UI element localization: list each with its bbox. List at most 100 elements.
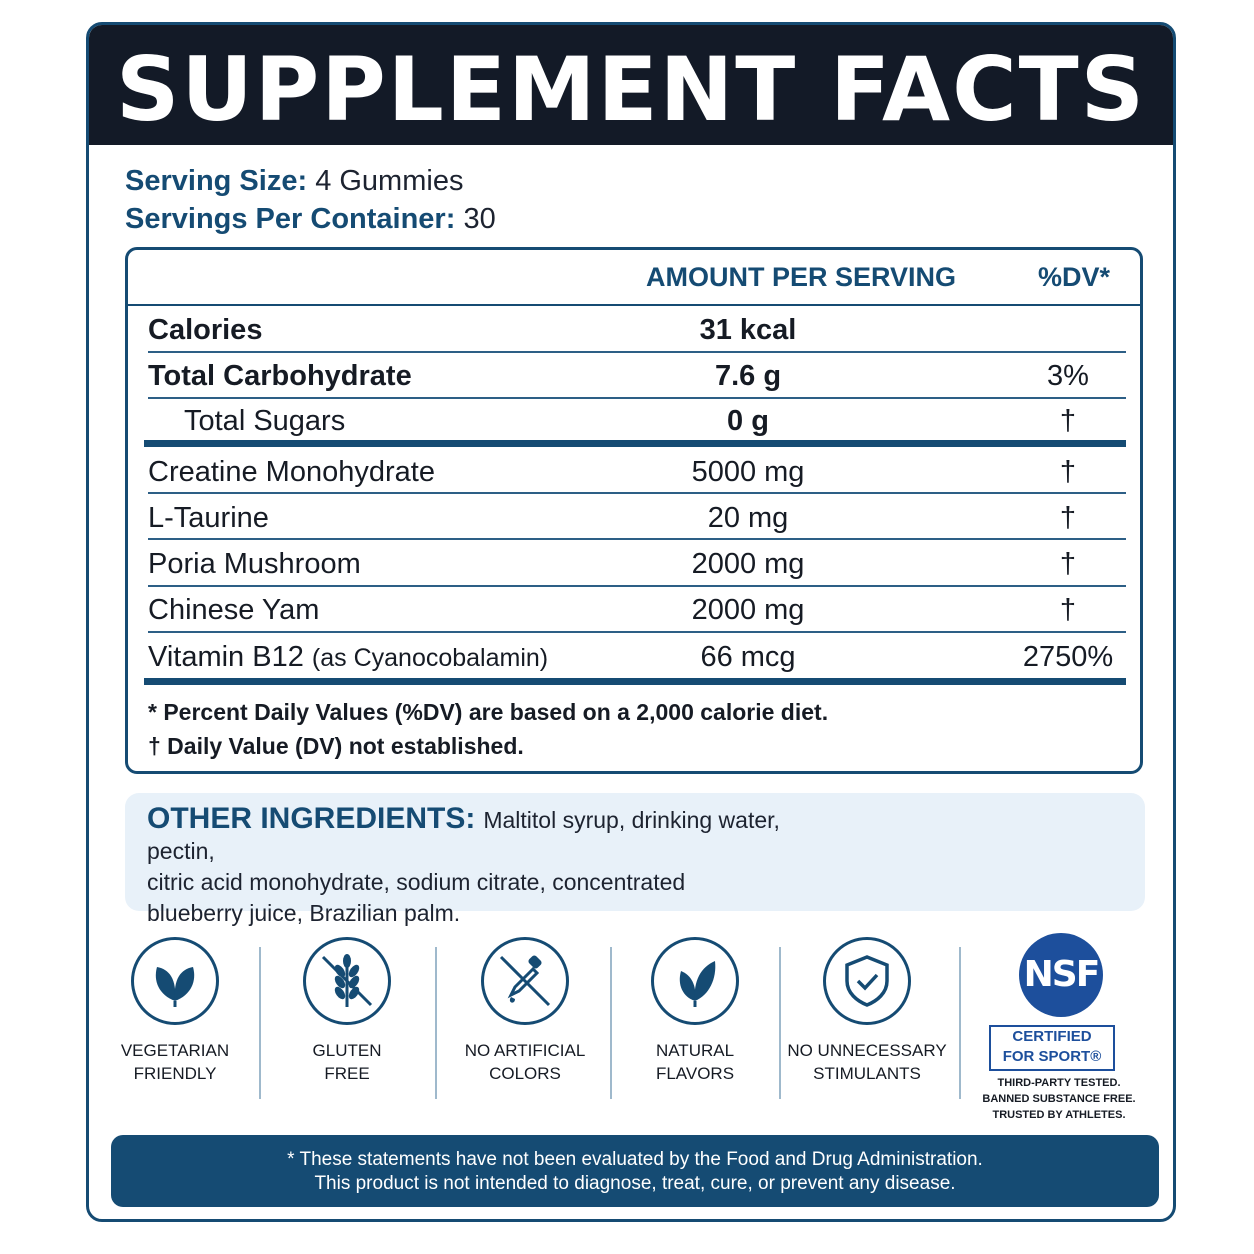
row-divider: [148, 492, 1126, 494]
leaf-icon: [679, 961, 716, 1007]
certified-line: FOR SPORT®: [1002, 1048, 1102, 1065]
badge-line: VEGETARIAN: [120, 1041, 230, 1060]
badge-line: NATURAL: [655, 1041, 735, 1060]
badge-circle: [823, 937, 911, 1025]
other-ingredients-text: OTHER INGREDIENTS: Maltitol syrup, drinki…: [147, 803, 847, 929]
supplement-facts-card: SUPPLEMENT FACTS Serving Size: 4 Gummies…: [86, 22, 1176, 1222]
row-dv: †: [1059, 548, 1077, 580]
row-dv: †: [1059, 502, 1077, 534]
row-amount: 5000 mg: [691, 456, 805, 488]
row-divider: [148, 351, 1126, 353]
badge-line: FREE: [324, 1064, 370, 1083]
row-name: Vitamin B12 (as Cyanocobalamin): [148, 641, 548, 674]
badge-divider: [959, 947, 961, 1099]
row-name-main: Vitamin B12: [148, 641, 304, 673]
shield-check-icon: [845, 955, 889, 1007]
servings-per-container-value: 30: [463, 203, 496, 235]
table-row: Total Carbohydrate 7.6 g 3%: [148, 354, 1126, 400]
footnote-dv: * Percent Daily Values (%DV) are based o…: [148, 699, 829, 725]
row-divider: [148, 631, 1126, 633]
row-divider: [148, 538, 1126, 540]
badge-line: FLAVORS: [655, 1064, 735, 1083]
row-amount: 2000 mg: [691, 548, 805, 580]
header-divider: [128, 304, 1140, 306]
badge-divider: [435, 947, 437, 1099]
servings-per-container-label: Servings Per Container:: [125, 203, 456, 235]
badge-line: FRIENDLY: [133, 1064, 217, 1083]
badge-line: GLUTEN: [312, 1041, 382, 1060]
section-divider: [144, 440, 1126, 447]
serving-size: Serving Size: 4 Gummies: [125, 165, 463, 198]
badge-divider: [259, 947, 261, 1099]
title-bar: SUPPLEMENT FACTS: [89, 25, 1173, 145]
table-row: Chinese Yam 2000 mg †: [148, 588, 1126, 634]
row-name: Total Sugars: [184, 405, 346, 437]
other-ingredients-panel: OTHER INGREDIENTS: Maltitol syrup, drinki…: [125, 793, 1145, 926]
row-amount: 0 g: [727, 405, 769, 437]
footnote-not-established: † Daily Value (DV) not established.: [148, 733, 524, 759]
section-divider: [144, 678, 1126, 685]
servings-per-container: Servings Per Container: 30: [125, 203, 496, 236]
nsf-tagline: TRUSTED BY ATHLETES.: [992, 1109, 1126, 1121]
badge-circle: [481, 937, 569, 1025]
row-dv: †: [1059, 405, 1077, 437]
fda-disclaimer: * These statements have not been evaluat…: [111, 1135, 1159, 1207]
row-amount: 7.6 g: [714, 360, 782, 392]
row-amount: 66 mcg: [700, 641, 796, 673]
badge-line: NO ARTIFICIAL: [464, 1041, 586, 1060]
disclaimer-line: This product is not intended to diagnose…: [314, 1173, 956, 1194]
leaf-icon: [155, 967, 195, 1007]
row-dv: †: [1059, 594, 1077, 626]
row-name-sub: (as Cyanocobalamin): [311, 644, 549, 672]
row-name: Creatine Monohydrate: [148, 456, 435, 488]
nsf-tagline: THIRD-PARTY TESTED.: [997, 1077, 1121, 1089]
header-daily-value: %DV*: [1038, 262, 1111, 292]
badge-no-unnecessary-stimulants: NO UNNECESSARY STIMULANTS: [779, 937, 955, 1117]
row-name: Chinese Yam: [148, 594, 320, 626]
serving-size-value: 4 Gummies: [315, 165, 464, 197]
nsf-logo: NSF: [1019, 933, 1103, 1017]
table-row: L-Taurine 20 mg †: [148, 496, 1126, 542]
badge-no-artificial-colors: NO ARTIFICIAL COLORS: [445, 937, 605, 1117]
disclaimer-line: * These statements have not been evaluat…: [287, 1149, 983, 1170]
row-name: Poria Mushroom: [148, 548, 361, 580]
badge-circle: [651, 937, 739, 1025]
badge-circle: [131, 937, 219, 1025]
page-title: SUPPLEMENT FACTS: [115, 38, 1147, 141]
other-ingredients-line: Maltitol syrup, drinking water, pectin,: [147, 807, 780, 864]
header-amount-per-serving: AMOUNT PER SERVING: [646, 262, 957, 292]
badge-gluten-free: GLUTEN FREE: [267, 937, 427, 1117]
wheat-crossed-icon: [321, 954, 373, 1007]
badge-natural-flavors: NATURAL FLAVORS: [615, 937, 775, 1117]
row-name: L-Taurine: [148, 502, 269, 534]
badge-divider: [610, 947, 612, 1099]
other-ingredients-title: OTHER INGREDIENTS:: [147, 802, 476, 835]
certified-line: CERTIFIED: [1012, 1028, 1092, 1045]
serving-size-label: Serving Size:: [125, 165, 308, 197]
badge-circle: [303, 937, 391, 1025]
row-amount: 20 mg: [707, 502, 789, 534]
table-row: Calories 31 kcal: [148, 308, 1126, 354]
table-row: Poria Mushroom 2000 mg †: [148, 542, 1126, 588]
badge-line: STIMULANTS: [813, 1064, 921, 1083]
badge-line: NO UNNECESSARY: [787, 1041, 947, 1060]
row-dv: †: [1059, 456, 1077, 488]
row-amount: 2000 mg: [691, 594, 805, 626]
row-dv: 3%: [1047, 360, 1089, 392]
badge-vegetarian-friendly: VEGETARIAN FRIENDLY: [95, 937, 255, 1117]
certified-for-sport-box: CERTIFIED FOR SPORT®: [989, 1025, 1115, 1071]
nsf-certification: NSF CERTIFIED FOR SPORT® THIRD-PARTY TES…: [969, 933, 1149, 1133]
facts-table: AMOUNT PER SERVING %DV* Calories 31 kcal…: [125, 247, 1143, 774]
table-row: Total Sugars 0 g †: [148, 399, 1126, 445]
row-amount: 31 kcal: [699, 314, 797, 346]
dropper-crossed-icon: [499, 955, 551, 1007]
nsf-tagline: BANNED SUBSTANCE FREE.: [982, 1093, 1136, 1105]
other-ingredients-line: citric acid monohydrate, sodium citrate,…: [147, 869, 686, 895]
row-name: Total Carbohydrate: [148, 360, 412, 392]
row-divider: [148, 397, 1126, 399]
row-divider: [148, 585, 1126, 587]
row-name: Calories: [148, 314, 263, 346]
table-row: Vitamin B12 (as Cyanocobalamin) 66 mcg 2…: [148, 635, 1126, 681]
row-dv: 2750%: [1022, 641, 1114, 673]
badge-divider: [779, 947, 781, 1099]
